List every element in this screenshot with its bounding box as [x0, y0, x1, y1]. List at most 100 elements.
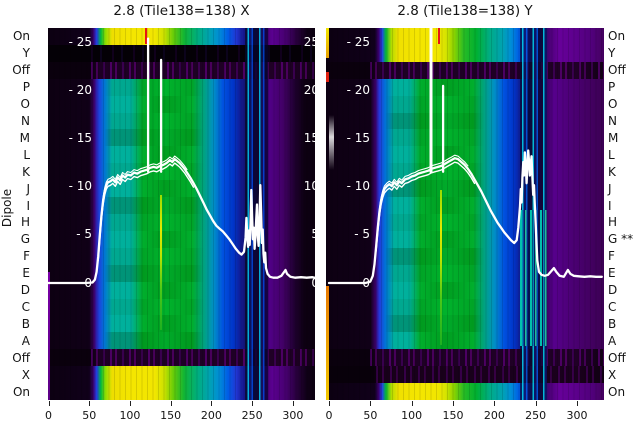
x-tick-mark	[577, 401, 578, 406]
spectrum-trace	[375, 161, 476, 252]
dipole-label-left-2: Off	[12, 63, 30, 78]
dipole-label-left-15: D	[20, 283, 30, 298]
x-tick-mark	[211, 401, 213, 406]
spectrum-curve	[327, 28, 603, 285]
power-tick-label-inside: - 15	[346, 130, 370, 145]
dipole-label-left-18: A	[21, 333, 30, 348]
dipole-label-right-3: P	[608, 80, 616, 95]
x-tick-mark	[370, 401, 372, 406]
power-tick-label-edge: 15	[303, 130, 315, 145]
x-tick-label: 300	[282, 409, 304, 422]
dipole-label-left-0: On	[12, 29, 30, 44]
dipole-label-right-12: G **	[608, 232, 634, 247]
red-channel-marker	[437, 28, 440, 44]
power-tick-label-edge: 0	[311, 276, 315, 290]
spectrum-trace	[97, 162, 195, 262]
heatmap-panel-y: - 25 - 20 - 15 - 10 - 5 0	[326, 28, 604, 400]
x-tick-label: 50	[363, 409, 378, 422]
power-tick-label-inside: - 10	[346, 179, 370, 194]
power-tick-label-inside: 0	[362, 275, 370, 290]
x-tick-mark	[252, 401, 254, 406]
power-tick-label-inside: - 25	[68, 34, 92, 49]
dipole-label-right-4: O	[608, 97, 618, 112]
dipole-label-right-0: On	[608, 29, 626, 44]
dipole-label-right-5: N	[608, 114, 617, 128]
x-tick-mark	[89, 401, 91, 406]
dipole-label-right-16: C	[608, 300, 617, 314]
dipole-label-left-7: L	[23, 147, 30, 162]
x-tick-label: 300	[566, 409, 588, 422]
dipole-label-left-8: K	[22, 164, 30, 179]
x-tick-label: 150	[160, 409, 182, 422]
dipole-label-left-16: C	[21, 300, 30, 314]
bright-channel-column	[159, 195, 163, 330]
dipole-label-right-11: H	[608, 215, 618, 230]
x-tick-mark	[170, 401, 172, 406]
x-tick-label: 200	[483, 409, 505, 422]
x-tick-mark	[329, 401, 330, 406]
dipole-label-right-9: J	[608, 181, 612, 196]
edge-artifact-2	[326, 286, 329, 400]
x-tick-label: 250	[241, 409, 263, 422]
x-tick-mark	[129, 401, 131, 406]
dipole-label-right-18: A	[608, 333, 617, 348]
rfi-stripe-band-bright	[519, 210, 548, 346]
dipole-label-left-6: M	[19, 130, 30, 145]
x-tick-label: 50	[82, 409, 97, 422]
spectrum-trace	[327, 149, 603, 285]
title-y-panel: 2.8 (Tile138=138) Y	[397, 3, 533, 19]
power-tick-label-edge: 5	[311, 227, 315, 241]
x-tick-mark	[535, 401, 537, 406]
edge-artifact-0	[326, 28, 329, 58]
x-tick-label: 150	[442, 409, 464, 422]
x-tick-mark	[48, 401, 50, 406]
bright-channel-column	[439, 190, 443, 345]
power-tick-label-edge: 25	[303, 34, 315, 49]
title-x-panel: 2.8 (Tile138=138) X	[113, 3, 250, 19]
dipole-label-left-21: On	[12, 384, 30, 399]
dipole-label-left-10: I	[26, 198, 30, 213]
x-tick-label: 100	[119, 409, 141, 422]
dipole-label-right-13: F	[608, 249, 615, 264]
x-tick-mark	[494, 401, 496, 406]
x-tick-label: 0	[45, 409, 52, 422]
dipole-label-right-10: I	[608, 198, 612, 213]
power-tick-label-inside: - 5	[76, 227, 92, 242]
spectrum-trace	[97, 155, 188, 255]
power-tick-label-edge: 10	[303, 179, 315, 194]
spectrum-trace	[377, 154, 469, 226]
power-tick-label-inside: - 20	[68, 82, 92, 97]
spectrum-curve	[48, 37, 315, 285]
power-tick-label-inside: - 5	[354, 227, 370, 242]
x-tick-label: 0	[325, 409, 333, 422]
dipole-label-left-12: G	[20, 232, 30, 247]
power-tick-label-inside: - 10	[68, 179, 92, 194]
dipole-label-right-20: X	[608, 367, 617, 382]
power-tick-label-inside: - 15	[68, 130, 92, 145]
dipole-label-left-11: H	[20, 215, 30, 230]
dipole-label-left-1: Y	[22, 46, 30, 61]
dipole-label-right-14: E	[608, 266, 616, 281]
dipole-label-right-17: B	[608, 316, 617, 331]
power-tick-label-inside: 0	[84, 275, 92, 290]
power-tick-label-edge: 20	[303, 82, 315, 97]
spectrum-trace	[48, 157, 315, 285]
edge-artifact-3	[329, 115, 334, 170]
dipole-label-right-1: Y	[608, 46, 616, 61]
dipole-label-left-5: N	[21, 114, 30, 128]
heatmap-panel-x: - 25 25 - 20 20 - 15 15 - 10 10 - 5 5 0 0	[48, 28, 315, 400]
edge-artifact-1	[326, 72, 329, 82]
x-tick-label: 200	[200, 409, 222, 422]
x-tick-mark	[411, 401, 413, 406]
dipole-label-right-6: M	[608, 130, 619, 145]
dipole-label-right-7: L	[608, 147, 615, 162]
x-tick-mark	[453, 401, 454, 406]
dipole-label-left-3: P	[22, 80, 30, 95]
edge-artifact-0	[48, 272, 50, 400]
dipole-label-right-15: D	[608, 283, 618, 298]
dipole-label-left-17: B	[21, 316, 30, 331]
dipole-label-left-4: O	[20, 97, 30, 112]
dipole-label-right-19: Off	[608, 350, 626, 365]
dipole-label-left-14: E	[22, 266, 30, 281]
